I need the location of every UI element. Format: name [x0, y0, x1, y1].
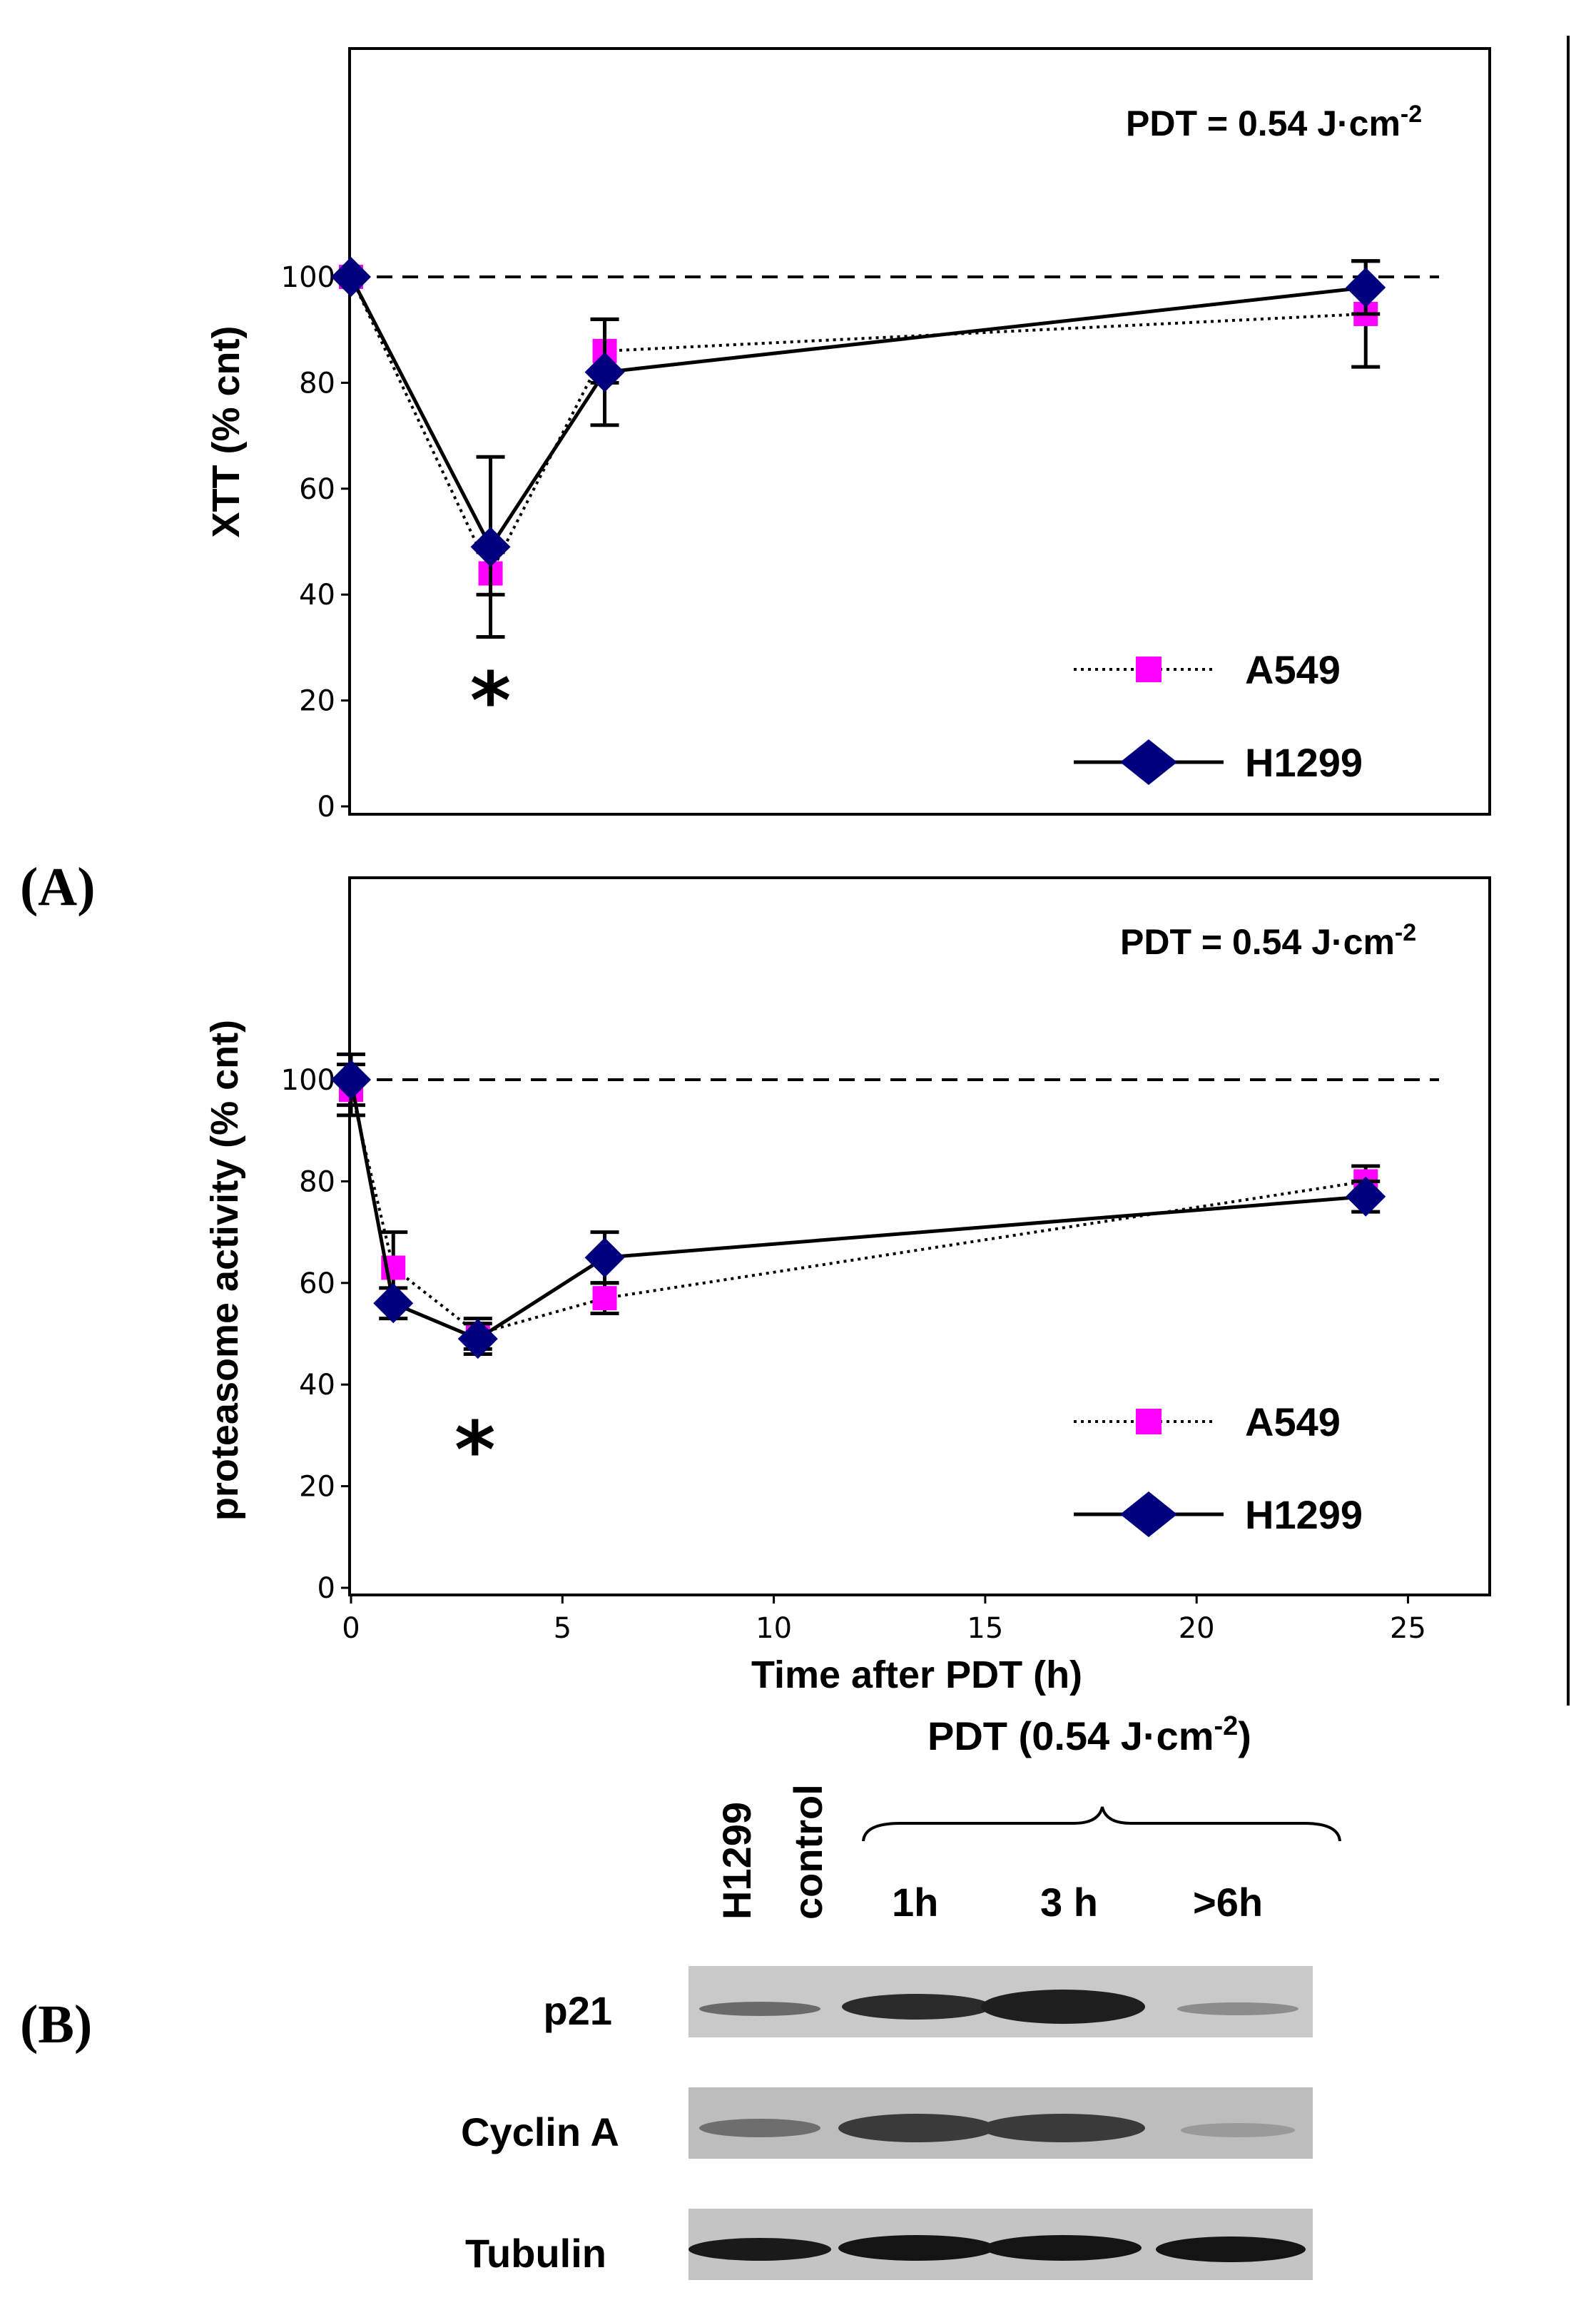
legend-marker-h1299 — [1120, 1491, 1177, 1537]
plot-frame — [348, 876, 1491, 1596]
y-axis-title: proteasome activity (% cnt) — [203, 1020, 246, 1521]
data-point-h1299 — [584, 352, 625, 392]
x-tick-label: 0 — [342, 1612, 360, 1645]
western-blot: PDT (0.54 J·cm-2) H1299 control 1h 3 h >… — [461, 1711, 1341, 2280]
proteasome-chart: PDT = 0.54 J·cm-2 proteasome activity (%… — [203, 876, 1491, 1696]
series-line-a549 — [350, 276, 1366, 577]
row-label-tubulin: Tubulin — [465, 2231, 606, 2276]
row-label-p21: p21 — [544, 1988, 613, 2033]
legend: A549 H1299 — [1074, 647, 1363, 785]
series-line-h1299 — [349, 1079, 1366, 1341]
legend-marker-a549 — [1136, 657, 1162, 682]
row-label-cyclin-a: Cyclin A — [461, 2109, 619, 2154]
panel-b-label: (B) — [20, 1995, 92, 2055]
lane-label-1h: 1h — [892, 1880, 938, 1925]
data-point-a549 — [592, 1286, 617, 1311]
x-tick-label: 5 — [554, 1612, 571, 1645]
xtt-chart: PDT = 0.54 J·cm-2 XTT (% cnt) 0 20 40 60 80 1… — [205, 47, 1491, 824]
panel-a-label: (A) — [20, 857, 96, 917]
y-tick-label: 40 — [299, 1369, 335, 1402]
data-point-h1299 — [457, 1319, 498, 1359]
x-tick-label: 15 — [967, 1612, 1003, 1645]
series-line-a549 — [350, 1089, 1366, 1336]
y-tick-label: 0 — [317, 1572, 335, 1605]
data-point-h1299 — [584, 1237, 625, 1278]
y-axis: 0 20 40 60 80 100 — [281, 261, 351, 824]
y-tick-label: 0 — [317, 791, 335, 824]
plot-area — [331, 1052, 1439, 1359]
y-tick-label: 40 — [299, 579, 335, 612]
x-tick-label: 10 — [756, 1612, 792, 1645]
blot-strip-cyclin-a — [688, 2087, 1313, 2159]
data-point-h1299 — [1346, 267, 1386, 308]
x-axis-title: Time after PDT (h) — [751, 1653, 1082, 1696]
significance-asterisk: * — [470, 655, 512, 746]
pdt-annotation: PDT = 0.54 J·cm-2 — [1126, 101, 1422, 143]
blot-header: PDT (0.54 J·cm-2) — [927, 1711, 1251, 1758]
y-axis-title: XTT (% cnt) — [205, 326, 248, 538]
data-point-h1299 — [331, 257, 371, 297]
data-point-h1299 — [1346, 1176, 1386, 1217]
bracket — [862, 1806, 1341, 1842]
x-tick-label: 25 — [1390, 1612, 1426, 1645]
blot-strip-p21 — [688, 1966, 1313, 2037]
plot-frame — [348, 47, 1491, 816]
data-point-h1299 — [470, 527, 511, 567]
legend-label-a549: A549 — [1245, 1399, 1341, 1444]
y-tick-label: 80 — [299, 367, 335, 400]
legend-label-h1299: H1299 — [1245, 1492, 1363, 1537]
lane-label-control: control — [786, 1784, 830, 1920]
lane-label-6h: >6h — [1193, 1880, 1263, 1925]
significance-asterisk: * — [454, 1404, 496, 1496]
lane-label-3h: 3 h — [1040, 1880, 1098, 1925]
y-tick-label: 20 — [299, 685, 335, 718]
data-point-h1299 — [331, 1060, 371, 1100]
blot-strip-tubulin — [688, 2209, 1313, 2280]
legend: A549 H1299 — [1074, 1399, 1363, 1537]
y-tick-label: 60 — [299, 1267, 335, 1300]
y-tick-label: 20 — [299, 1471, 335, 1504]
x-tick-label: 20 — [1179, 1612, 1215, 1645]
y-tick-label: 100 — [281, 261, 335, 294]
y-axis: 0 20 40 60 80 100 — [281, 1064, 351, 1605]
legend-marker-h1299 — [1120, 739, 1177, 785]
y-tick-label: 60 — [299, 473, 335, 506]
legend-marker-a549 — [1136, 1409, 1162, 1434]
data-point-h1299 — [373, 1283, 414, 1324]
plot-area — [331, 257, 1439, 639]
y-tick-label: 80 — [299, 1165, 335, 1198]
pdt-annotation: PDT = 0.54 J·cm-2 — [1120, 919, 1416, 962]
series-line-h1299 — [349, 275, 1366, 551]
x-axis: 0 5 10 15 20 25 — [342, 1594, 1426, 1645]
legend-label-h1299: H1299 — [1245, 740, 1363, 785]
y-tick-label: 100 — [281, 1064, 335, 1097]
lane-label-h1299: H1299 — [714, 1802, 759, 1920]
legend-label-a549: A549 — [1245, 647, 1341, 692]
